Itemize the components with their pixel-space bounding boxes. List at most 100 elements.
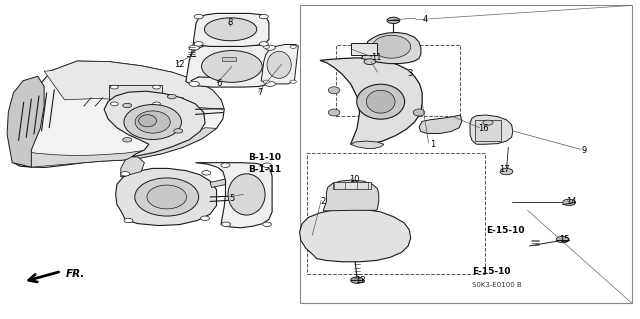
Circle shape bbox=[364, 59, 376, 64]
Ellipse shape bbox=[328, 109, 340, 116]
Polygon shape bbox=[12, 128, 216, 167]
Ellipse shape bbox=[267, 51, 291, 78]
Polygon shape bbox=[7, 76, 44, 167]
Polygon shape bbox=[300, 209, 411, 262]
Circle shape bbox=[168, 94, 176, 99]
Circle shape bbox=[194, 14, 203, 19]
Ellipse shape bbox=[356, 84, 404, 119]
Polygon shape bbox=[419, 115, 462, 133]
Bar bbox=[336, 45, 461, 116]
Ellipse shape bbox=[202, 50, 262, 82]
Circle shape bbox=[290, 45, 296, 48]
Circle shape bbox=[265, 45, 275, 50]
Circle shape bbox=[111, 85, 118, 89]
Polygon shape bbox=[104, 91, 205, 157]
Circle shape bbox=[259, 14, 268, 19]
Circle shape bbox=[173, 129, 182, 133]
Circle shape bbox=[123, 103, 132, 108]
Circle shape bbox=[483, 120, 493, 125]
Ellipse shape bbox=[204, 18, 257, 41]
Text: 4: 4 bbox=[423, 15, 428, 24]
Polygon shape bbox=[193, 13, 269, 47]
Text: 12: 12 bbox=[174, 60, 185, 69]
Ellipse shape bbox=[135, 111, 170, 133]
Polygon shape bbox=[261, 45, 298, 84]
Circle shape bbox=[221, 222, 230, 226]
Ellipse shape bbox=[135, 178, 198, 216]
Circle shape bbox=[189, 45, 199, 50]
Circle shape bbox=[387, 17, 400, 24]
Polygon shape bbox=[320, 58, 422, 144]
Circle shape bbox=[123, 137, 132, 142]
Polygon shape bbox=[210, 176, 251, 188]
Circle shape bbox=[563, 199, 575, 205]
Text: B-1-10: B-1-10 bbox=[248, 153, 282, 162]
Circle shape bbox=[556, 236, 569, 243]
Circle shape bbox=[189, 81, 199, 86]
Polygon shape bbox=[121, 157, 145, 177]
Text: E-15-10: E-15-10 bbox=[472, 267, 511, 276]
Text: 16: 16 bbox=[478, 124, 489, 133]
Polygon shape bbox=[116, 168, 216, 226]
Circle shape bbox=[202, 171, 211, 175]
Circle shape bbox=[262, 163, 271, 167]
Text: 3: 3 bbox=[408, 69, 413, 78]
Circle shape bbox=[290, 80, 296, 83]
Ellipse shape bbox=[413, 109, 425, 116]
Text: 10: 10 bbox=[349, 175, 359, 184]
Ellipse shape bbox=[139, 115, 157, 127]
Text: 2: 2 bbox=[320, 197, 325, 206]
Bar bbox=[474, 121, 501, 141]
Circle shape bbox=[263, 45, 269, 48]
Polygon shape bbox=[44, 61, 224, 109]
Polygon shape bbox=[323, 180, 379, 211]
Polygon shape bbox=[351, 141, 384, 148]
Ellipse shape bbox=[124, 105, 181, 139]
Circle shape bbox=[259, 42, 268, 46]
Bar bbox=[221, 57, 236, 61]
Text: 11: 11 bbox=[371, 53, 381, 62]
Bar bbox=[307, 153, 484, 274]
Text: 7: 7 bbox=[257, 88, 263, 97]
Text: 8: 8 bbox=[227, 19, 233, 27]
Polygon shape bbox=[362, 33, 421, 63]
Circle shape bbox=[153, 102, 161, 106]
Ellipse shape bbox=[372, 35, 411, 58]
Ellipse shape bbox=[228, 174, 265, 215]
Text: 6: 6 bbox=[216, 79, 222, 88]
Polygon shape bbox=[13, 61, 224, 167]
Circle shape bbox=[262, 222, 271, 226]
Text: 5: 5 bbox=[229, 194, 235, 203]
Ellipse shape bbox=[147, 185, 186, 209]
Bar bbox=[300, 5, 632, 303]
Circle shape bbox=[500, 168, 513, 175]
Circle shape bbox=[221, 163, 230, 167]
Circle shape bbox=[200, 216, 209, 220]
Text: E-15-10: E-15-10 bbox=[486, 226, 525, 235]
Text: 17: 17 bbox=[499, 165, 509, 174]
Bar bbox=[333, 182, 371, 189]
Circle shape bbox=[124, 218, 133, 223]
Text: B-1-11: B-1-11 bbox=[248, 165, 282, 174]
Circle shape bbox=[153, 85, 161, 89]
Text: 1: 1 bbox=[430, 140, 435, 149]
Ellipse shape bbox=[328, 87, 340, 94]
Bar bbox=[109, 85, 162, 106]
Text: S0K3-E0100 B: S0K3-E0100 B bbox=[472, 282, 522, 288]
Circle shape bbox=[265, 81, 275, 86]
Ellipse shape bbox=[366, 90, 395, 113]
Text: 9: 9 bbox=[582, 146, 587, 155]
Polygon shape bbox=[195, 163, 272, 228]
Circle shape bbox=[121, 172, 130, 176]
Circle shape bbox=[351, 277, 364, 283]
Circle shape bbox=[111, 102, 118, 106]
Text: FR.: FR. bbox=[66, 269, 85, 279]
Text: 13: 13 bbox=[355, 276, 365, 285]
Bar bbox=[351, 43, 378, 55]
Circle shape bbox=[263, 80, 269, 83]
Circle shape bbox=[194, 42, 203, 46]
Polygon shape bbox=[470, 115, 513, 144]
Text: 14: 14 bbox=[566, 197, 577, 206]
Polygon shape bbox=[186, 45, 276, 87]
Text: 15: 15 bbox=[559, 235, 570, 244]
